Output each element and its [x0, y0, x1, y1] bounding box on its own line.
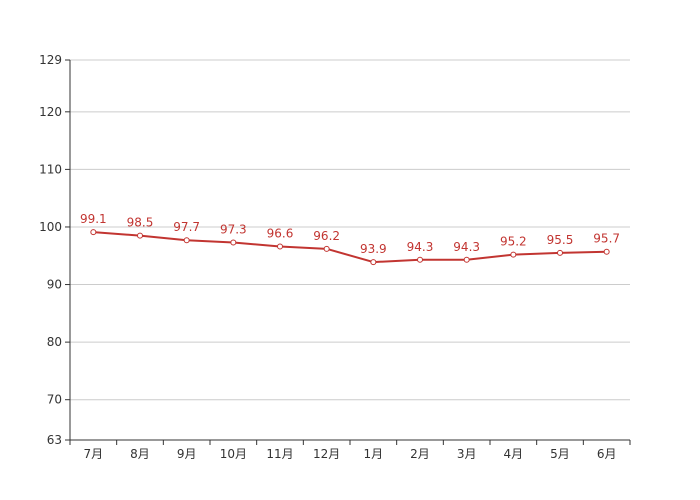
x-tick-label: 9月: [177, 447, 197, 461]
data-label: 95.2: [500, 235, 527, 249]
y-tick-label: 120: [39, 105, 62, 119]
x-tick-label: 4月: [504, 447, 524, 461]
y-tick-label: 70: [47, 393, 62, 407]
data-point[interactable]: [510, 251, 517, 258]
data-point[interactable]: [323, 245, 330, 252]
data-label: 96.2: [313, 229, 340, 243]
series-line: [93, 231, 607, 264]
x-tick-label: 3月: [457, 447, 477, 461]
y-tick-label: 90: [47, 278, 62, 292]
axes: [69, 60, 630, 441]
data-label: 94.3: [407, 240, 434, 254]
data-point[interactable]: [183, 237, 190, 244]
data-label: 97.3: [220, 223, 247, 237]
x-tick-label: 5月: [550, 447, 570, 461]
data-point[interactable]: [90, 229, 97, 236]
data-point[interactable]: [370, 259, 377, 266]
data-label: 94.3: [453, 240, 480, 254]
y-tick-label: 80: [47, 335, 62, 349]
x-tick-label: 6月: [597, 447, 617, 461]
x-axis-ticks: 7月 8月 9月 10月 11月 12月 1月 2月 3月 4月 5月 6月: [69, 440, 631, 461]
y-tick-label: 63: [47, 433, 62, 447]
data-point[interactable]: [557, 249, 563, 256]
x-tick-label: 12月: [313, 447, 340, 461]
data-point[interactable]: [137, 232, 143, 239]
grid-lines: [70, 59, 630, 401]
x-tick-label: 8月: [130, 447, 150, 461]
data-label: 95.5: [547, 233, 574, 247]
data-label: 97.7: [173, 220, 200, 234]
y-tick-label: 129: [39, 53, 62, 67]
x-tick-label: 11月: [266, 447, 293, 461]
data-label: 95.7: [593, 232, 620, 246]
data-labels: 99.1 98.5 97.7 97.3 96.6 96.2 93.9 94.3 94.3 95.2…: [80, 212, 620, 256]
x-tick-label: 10月: [220, 447, 247, 461]
x-tick-label: 7月: [84, 447, 104, 461]
data-point[interactable]: [463, 256, 470, 263]
data-point[interactable]: [603, 248, 610, 255]
data-label: 99.1: [80, 212, 107, 226]
data-label: 96.6: [267, 227, 294, 241]
y-tick-label: 110: [39, 162, 62, 176]
x-tick-label: 2月: [410, 447, 430, 461]
y-tick-label: 100: [39, 220, 62, 234]
series-group: [90, 229, 610, 266]
data-point[interactable]: [417, 256, 423, 263]
data-label: 98.5: [127, 216, 154, 230]
y-axis-ticks: 63 70 80 90 100 110 120 129: [39, 53, 70, 447]
x-tick-label: 1月: [364, 447, 384, 461]
data-point[interactable]: [277, 243, 283, 250]
data-label: 93.9: [360, 242, 387, 256]
data-point[interactable]: [230, 239, 237, 246]
